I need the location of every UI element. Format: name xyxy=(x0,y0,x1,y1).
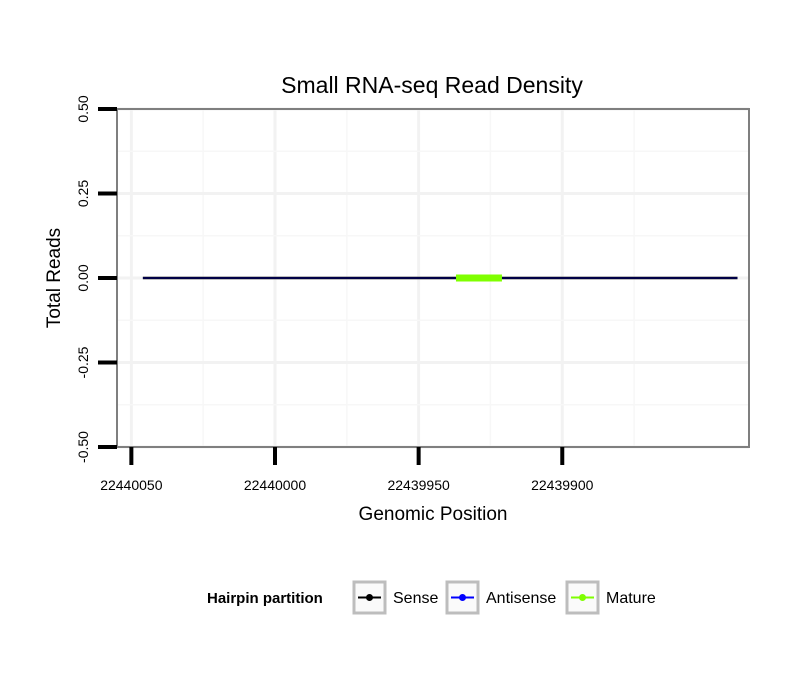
legend-key-point xyxy=(459,594,466,601)
y-tick-label: 0.50 xyxy=(75,95,91,122)
legend: Hairpin partition Sense Antisense Mature xyxy=(207,580,656,615)
legend-key-point xyxy=(579,594,586,601)
legend-label-antisense: Antisense xyxy=(486,590,556,607)
x-tick-label: 22439900 xyxy=(531,477,594,493)
y-axis-title: Total Reads xyxy=(44,228,65,328)
chart-title: Small RNA-seq Read Density xyxy=(281,72,583,98)
x-axis: 22440050 22440000 22439950 22439900 xyxy=(100,447,594,493)
y-tick-label: -0.25 xyxy=(75,346,91,378)
y-tick-label: 0.25 xyxy=(75,180,91,207)
x-tick-label: 22440000 xyxy=(244,477,307,493)
legend-title: Hairpin partition xyxy=(207,590,323,607)
y-tick-label: -0.50 xyxy=(75,431,91,463)
legend-key-point xyxy=(366,594,373,601)
x-tick-label: 22439950 xyxy=(387,477,450,493)
legend-label-mature: Mature xyxy=(606,590,656,607)
x-tick-label: 22440050 xyxy=(100,477,163,493)
legend-label-sense: Sense xyxy=(393,590,438,607)
x-axis-title: Genomic Position xyxy=(359,504,508,525)
y-axis: -0.50 -0.25 0.00 0.25 0.50 xyxy=(75,95,117,463)
y-tick-label: 0.00 xyxy=(75,264,91,291)
